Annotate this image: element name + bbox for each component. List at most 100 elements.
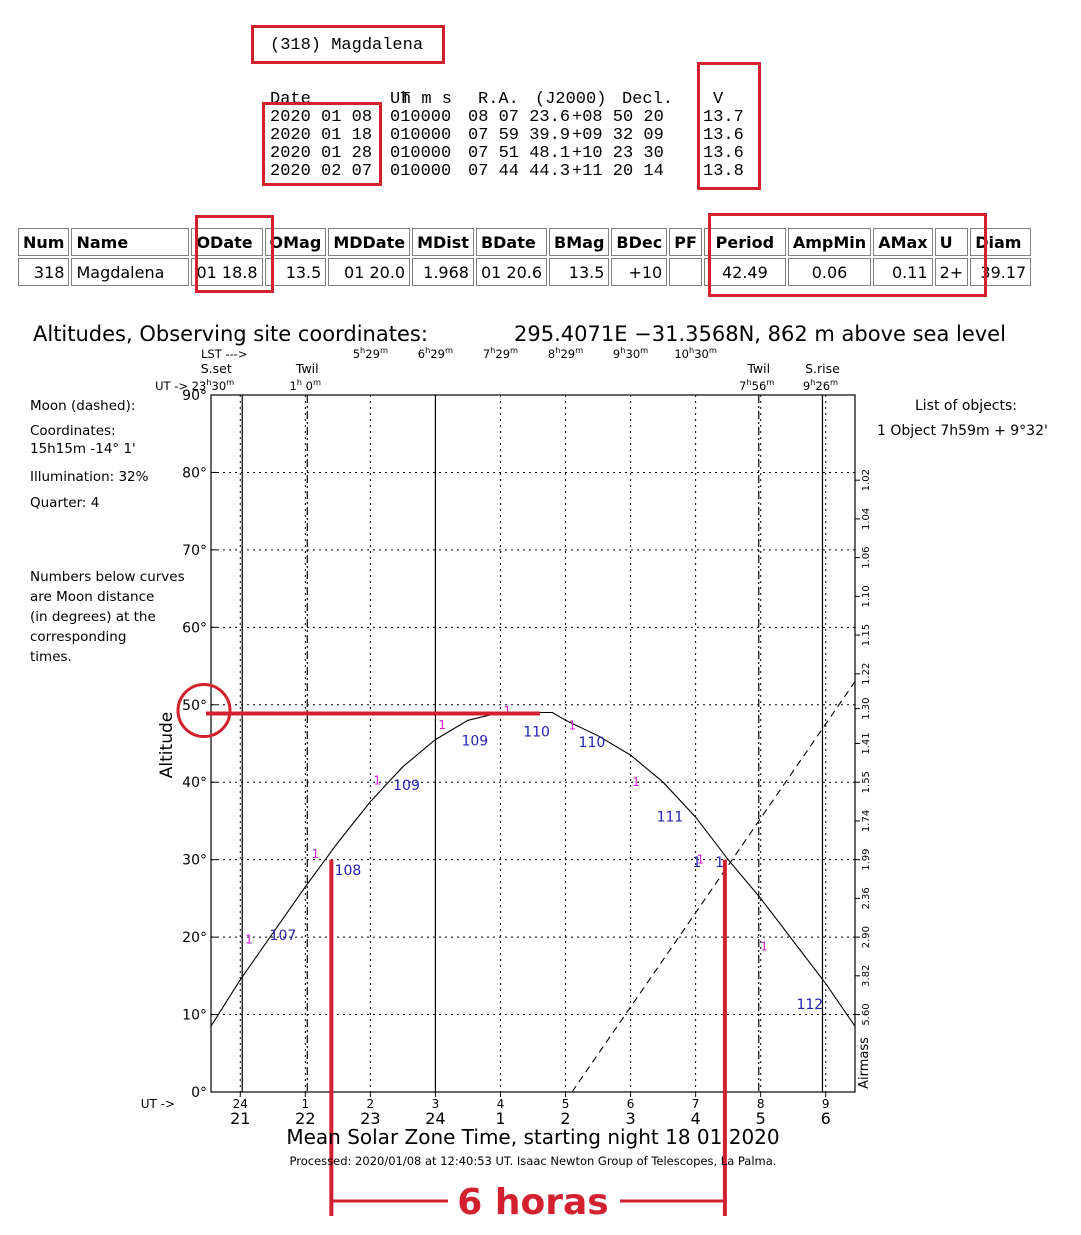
chart-title: Altitudes, Observing site coordinates: <box>33 322 428 346</box>
y-tick-label: 30° <box>182 853 207 869</box>
moon-distance-tick: 1 <box>373 774 381 788</box>
ut-tick-label: 8 <box>757 1097 765 1111</box>
ephemeris-decl: +11 20 14 <box>572 162 664 181</box>
cell-bdate: 01 20.6 <box>475 258 548 286</box>
header-ut: UT <box>390 90 411 109</box>
lst-label: LST ---> <box>201 347 247 361</box>
ut-tick-label: 1 <box>302 1097 310 1111</box>
y-tick-label: 0° <box>191 1085 207 1101</box>
ephemeris-ra: 07 44 44.3 <box>468 162 571 181</box>
moon-distance-label: 109 <box>393 778 420 794</box>
airmass-tick-label: 1.30 <box>861 698 872 720</box>
moon-distance-tick: 1 <box>438 718 446 732</box>
magnitude-highlight-box <box>697 62 761 190</box>
moon-coords-label: Coordinates: <box>30 423 116 439</box>
annotation-label: 6 horas <box>457 1182 608 1223</box>
x-tick-label: 3 <box>625 1109 635 1128</box>
airmass-tick-label: 2.36 <box>861 887 872 909</box>
moon-distance-label: 112 <box>796 997 823 1013</box>
lst-tick-label: 7h29m <box>483 345 518 361</box>
ut-tick-label: 24 <box>233 1097 248 1111</box>
ut-tick-label: 4 <box>497 1097 505 1111</box>
airmass-tick-label: 1.02 <box>861 469 872 491</box>
moon-distance-label: 109 <box>461 734 488 750</box>
series-object-line <box>210 711 856 1027</box>
ut-tick-label: 2 <box>367 1097 375 1111</box>
ephemeris-header: Date UT R.A. (J2000) Decl. V <box>270 73 723 109</box>
x-tick-label: 6 <box>821 1109 831 1128</box>
ut-prefix: UT -> <box>141 1097 175 1111</box>
moon-coords: 15h15m -14° 1' <box>30 441 136 457</box>
y-tick-label: 60° <box>182 620 207 636</box>
header-v: V <box>713 90 724 109</box>
moon-distance-tick: 1 <box>503 704 511 718</box>
x-tick-label: 5 <box>756 1109 766 1128</box>
series-moon-line <box>571 681 856 1093</box>
ephemeris-v: 13.8 <box>703 162 744 181</box>
event-label: Twil <box>746 361 770 376</box>
cell-name: Magdalena <box>71 258 190 286</box>
moon-distance-tick: 1 <box>632 775 640 789</box>
moon-distance-tick: 1 <box>760 939 768 953</box>
header-omag: OMag <box>264 228 327 256</box>
ephemeris-ut: 010000 <box>390 126 452 145</box>
x-tick-label: 1 <box>495 1109 505 1128</box>
x-tick-label: 23 <box>360 1109 380 1128</box>
header-epoch: (J2000) <box>535 90 607 109</box>
header-bdate: BDate <box>475 228 548 256</box>
header-ra: R.A. <box>478 90 519 109</box>
y-tick-label: 20° <box>182 930 207 946</box>
moon-note-line: (in degrees) at the <box>30 609 156 625</box>
x-tick-label: 22 <box>295 1109 315 1128</box>
header-ampmin: AmpMin <box>787 228 872 256</box>
event-label: S.set <box>201 361 232 376</box>
header-odate: ODate <box>191 228 263 256</box>
ephemeris-decl: +08 50 20 <box>572 108 664 127</box>
cell-ampmin: 0.06 <box>787 258 872 286</box>
airmass-tick-label: 1.22 <box>861 663 872 685</box>
airmass-tick-label: 2.90 <box>861 926 872 948</box>
ut-tick-label: 9 <box>822 1097 830 1111</box>
y-axis-label: Altitude <box>157 712 177 778</box>
table-row: 318 Magdalena 01 18.8 13.5 01 20.0 1.968 01 20… <box>18 258 1032 286</box>
moon-note-line: are Moon distance <box>30 589 154 605</box>
ephemeris-title: (318) Magdalena <box>270 36 424 55</box>
x-axis-label: Mean Solar Zone Time, starting night 18 … <box>286 1125 779 1149</box>
table-header-row: Num Name ODate OMag MDDate MDist BDate BMag BDec… <box>18 228 1032 256</box>
event-lines <box>241 395 824 1092</box>
lst-tick-label: 5h29m <box>353 345 388 361</box>
airmass-tick-label: 5.60 <box>861 1003 872 1025</box>
objects-list-item: 1 Object 7h59m + 9°32' <box>877 423 1048 439</box>
airmass-tick-label: 1.10 <box>861 585 872 607</box>
moon-distance-label: 1 <box>692 855 701 871</box>
ephemeris-ra: 07 59 39.9 <box>468 126 571 145</box>
y-tick-label: 80° <box>182 465 207 481</box>
header-pf: PF <box>669 228 702 256</box>
moon-info-title: Moon (dashed): <box>30 398 135 414</box>
period-highlight-box <box>708 213 987 297</box>
ephemeris-decl: +09 32 09 <box>572 126 664 145</box>
lst-tick-label: 6h29m <box>418 345 453 361</box>
event-time-label: 9h26m <box>803 377 838 393</box>
airmass-tick-label: 1.99 <box>861 849 872 871</box>
ephemeris-ut: 010000 <box>390 162 452 181</box>
airmass-tick-label: 3.82 <box>861 965 872 987</box>
ephemeris-date: 2020 02 07 <box>270 162 373 181</box>
ephemeris-date: 2020 01 18 <box>270 126 373 145</box>
header-mdist: MDist <box>412 228 474 256</box>
ephemeris-v: 13.6 <box>703 126 744 145</box>
header-num: Num <box>18 228 70 256</box>
event-label: Twil <box>295 361 319 376</box>
airmass-tick-label: 1.04 <box>861 508 872 530</box>
moon-distance-tick: 1 <box>697 853 705 867</box>
annotation: 6 horas <box>176 683 727 1223</box>
ephemeris-ra: 08 07 23.6 <box>468 108 571 127</box>
moon-illumination: Illumination: 32% <box>30 469 149 485</box>
moon-distance-tick: 1 <box>569 719 577 733</box>
ephemeris-v: 13.6 <box>703 144 744 163</box>
moon-note-line: Numbers below curves <box>30 569 185 585</box>
objects-list-title: List of objects: <box>915 398 1017 414</box>
moon-distance-label: 110 <box>579 735 606 751</box>
header-u: U <box>934 228 969 256</box>
